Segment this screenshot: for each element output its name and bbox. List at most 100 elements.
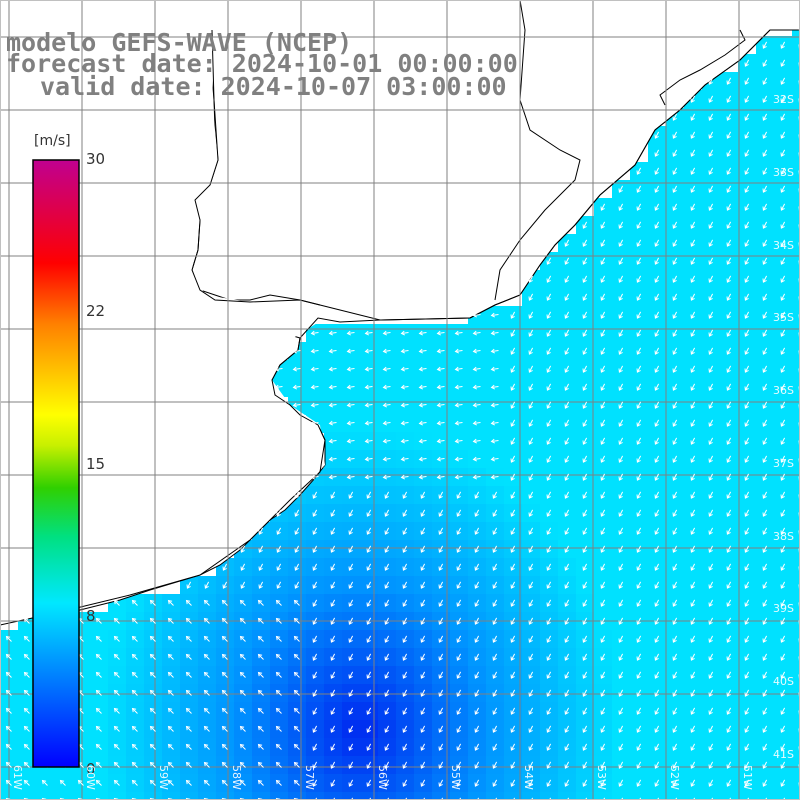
wind-arrow	[690, 239, 696, 247]
wind-arrow	[780, 707, 786, 715]
wind-arrow	[762, 95, 768, 103]
wind-arrow	[510, 635, 516, 643]
wind-arrow	[546, 329, 552, 337]
lat-label: 34S	[773, 239, 794, 252]
wind-arrow	[708, 617, 714, 625]
wind-arrow	[708, 275, 714, 283]
wind-arrow	[420, 743, 426, 751]
wind-arrow	[456, 617, 462, 625]
wind-arrow	[382, 384, 391, 390]
wind-arrow	[95, 707, 102, 714]
lon-label: 57W	[303, 765, 316, 790]
wind-arrow	[600, 563, 606, 571]
wind-arrow	[167, 779, 174, 786]
wind-arrow	[636, 671, 642, 679]
wind-arrow	[384, 617, 390, 625]
wind-arrow	[726, 167, 732, 175]
wind-arrow	[672, 563, 678, 571]
wind-arrow	[528, 473, 534, 481]
wind-arrow	[474, 635, 480, 643]
wind-arrow	[636, 581, 642, 589]
wind-arrow	[348, 653, 354, 661]
wind-arrow	[512, 797, 516, 800]
wind-arrow	[582, 779, 588, 787]
wind-arrow	[131, 635, 138, 642]
wind-arrow	[402, 707, 408, 715]
wind-arrow	[780, 77, 786, 85]
wind-arrow	[672, 203, 678, 211]
wind-arrow	[23, 671, 30, 678]
wind-arrow	[600, 365, 606, 373]
wind-arrow	[348, 635, 354, 643]
wind-arrow	[636, 257, 642, 265]
wind-arrow	[131, 743, 138, 750]
wind-arrow	[654, 293, 660, 301]
wind-arrow	[744, 491, 750, 499]
wind-arrow	[454, 366, 463, 372]
wind-arrow	[239, 617, 246, 624]
wind-arrow	[618, 275, 624, 283]
wind-arrow	[708, 185, 714, 193]
wind-arrow	[780, 617, 786, 625]
wind-arrow	[780, 599, 786, 607]
wind-arrow	[780, 59, 786, 67]
wind-arrow	[167, 707, 174, 714]
wind-arrow	[546, 617, 552, 625]
wind-arrow	[528, 761, 534, 769]
wind-arrow	[564, 437, 570, 445]
wind-arrow	[762, 257, 768, 265]
wind-arrow	[312, 545, 318, 553]
wind-arrow	[402, 491, 408, 499]
wind-arrow	[654, 491, 660, 499]
wind-arrow	[402, 743, 408, 751]
wind-arrow	[328, 438, 337, 444]
wind-arrow	[654, 437, 660, 445]
wind-arrow	[690, 221, 696, 229]
wind-arrow	[221, 653, 228, 660]
wind-arrow	[348, 671, 354, 679]
wind-arrow	[600, 473, 606, 481]
wind-arrow	[276, 545, 282, 553]
wind-arrow	[564, 779, 570, 787]
wind-arrow	[600, 689, 606, 697]
wind-arrow	[618, 239, 624, 247]
wind-arrow	[528, 329, 534, 337]
wind-arrow	[564, 239, 570, 247]
wind-arrow	[492, 581, 498, 589]
wind-arrow	[636, 419, 642, 427]
colorbar-tick-22: 22	[86, 302, 106, 320]
wind-arrow	[762, 455, 768, 463]
wind-arrow	[312, 527, 318, 535]
wind-arrow	[312, 725, 318, 733]
wind-arrow	[600, 419, 606, 427]
wind-arrow	[744, 167, 750, 175]
wind-arrow	[636, 311, 642, 319]
wind-arrow	[240, 563, 246, 571]
wind-arrow	[420, 509, 426, 517]
wind-arrow	[708, 329, 714, 337]
wind-arrow	[95, 671, 102, 678]
valid-date: valid date: 2024-10-07 03:00:00	[40, 72, 507, 101]
wind-arrow	[672, 689, 678, 697]
wind-arrow	[384, 671, 390, 679]
wind-arrow	[167, 671, 174, 678]
wind-arrow	[330, 545, 336, 553]
wind-arrow	[690, 257, 696, 265]
wind-arrow	[420, 689, 426, 697]
wind-arrow	[384, 491, 390, 499]
wind-arrow	[762, 365, 768, 373]
wind-arrow	[418, 348, 427, 354]
wind-arrow	[510, 671, 516, 679]
wind-arrow	[472, 438, 481, 444]
wind-arrow	[744, 185, 750, 193]
wind-arrow	[510, 581, 516, 589]
wind-arrow	[690, 599, 696, 607]
wind-arrow	[762, 743, 768, 751]
wind-arrow	[600, 707, 606, 715]
wind-arrow	[654, 167, 660, 175]
wind-arrow	[310, 366, 319, 372]
wind-arrow	[23, 743, 30, 750]
wind-arrow	[312, 509, 318, 517]
wind-arrow	[402, 581, 408, 589]
